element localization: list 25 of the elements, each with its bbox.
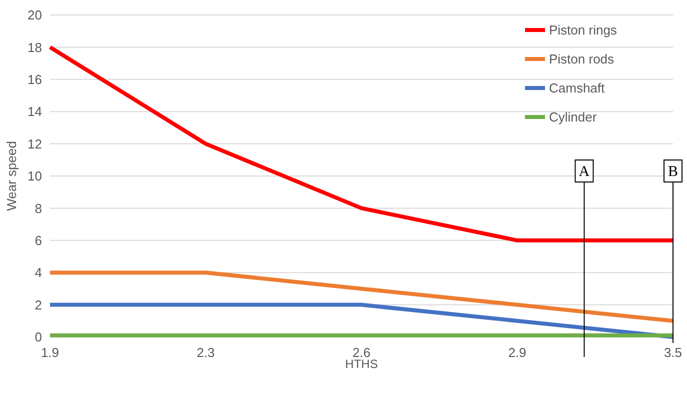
y-tick-label: 10 (28, 168, 42, 184)
x-tick-label: 2.3 (196, 345, 215, 360)
ref-line-label: B (668, 164, 678, 180)
y-tick-label: 4 (34, 265, 42, 280)
annotation: A (578, 164, 590, 180)
y-tick-label: 6 (34, 232, 42, 248)
y-tick-label: 18 (28, 40, 42, 55)
line-series (48, 270, 675, 323)
x-axis-title: HTHS (345, 357, 378, 371)
y-axis-title: Wear speed (4, 141, 19, 211)
legend-label: Camshaft (549, 80, 606, 96)
y-tick-label: 0 (34, 330, 42, 345)
x-tick-label: 2.6 (352, 345, 371, 360)
y-tick-label: 12 (28, 136, 42, 152)
y-tick-label: 16 (28, 72, 42, 87)
y-tick-label: 2 (34, 297, 42, 312)
legend-label: Piston rings (549, 22, 618, 38)
x-tick-label: 2.9 (508, 345, 526, 360)
y-tick-label: 14 (28, 104, 42, 120)
legend-label: Cylinder (549, 110, 598, 125)
x-tick-label: 3.5 (664, 345, 682, 360)
y-tick-label: 8 (34, 200, 42, 216)
y-tick-label: 20 (28, 8, 42, 23)
x-tick-label: 1.9 (40, 345, 60, 360)
legend-label: Piston rods (549, 52, 615, 67)
